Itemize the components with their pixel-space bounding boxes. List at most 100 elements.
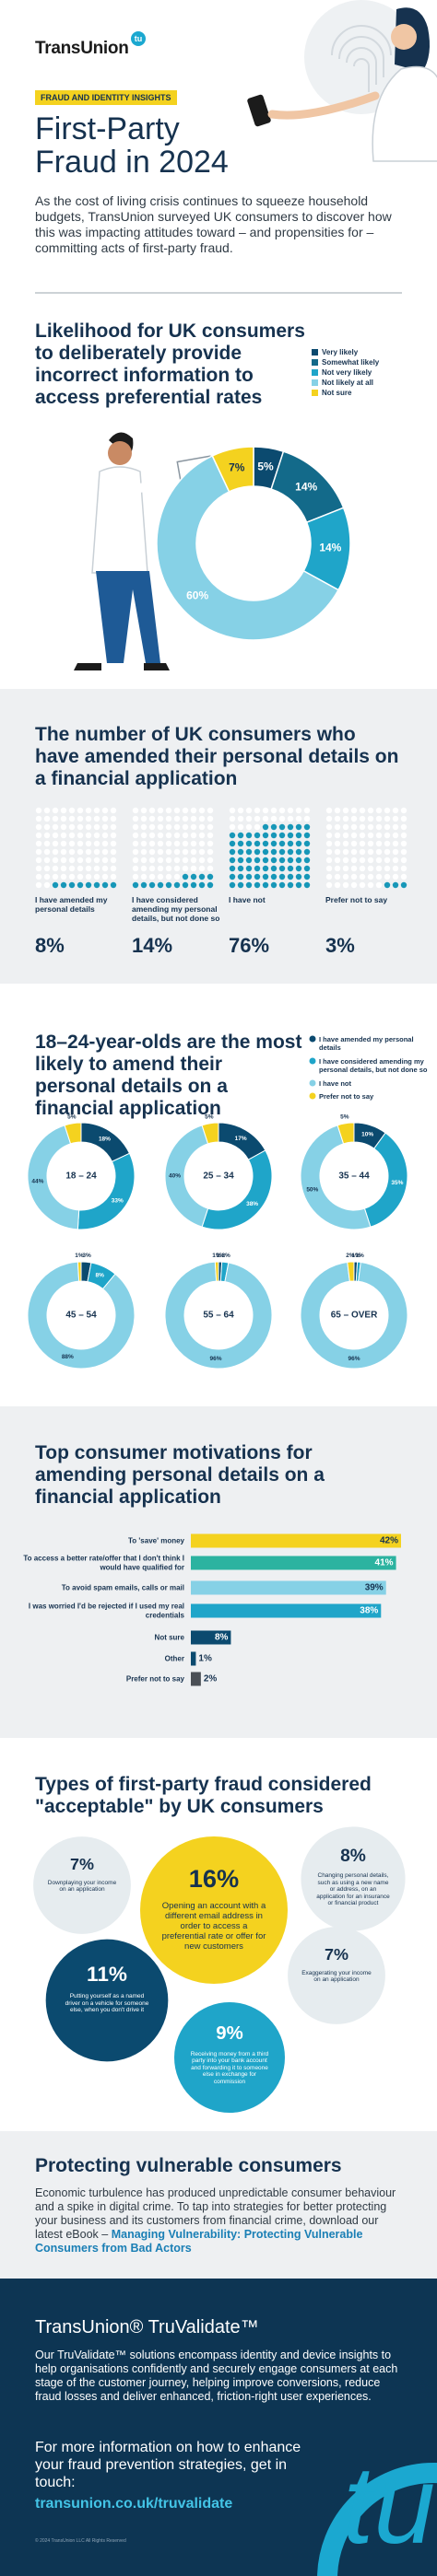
waffle-dot: [229, 865, 236, 872]
waffle-empty-dot: [148, 823, 156, 831]
waffle-empty-dot: [375, 857, 383, 864]
segment-label: 35%: [391, 1180, 403, 1186]
donut-segment: [27, 1125, 80, 1230]
donut-center-label: 55 – 64: [203, 1311, 234, 1321]
waffle-dot: [132, 881, 139, 889]
donut-segment: [164, 1261, 273, 1370]
legend-swatch: [309, 1079, 316, 1087]
waffle-dot: [295, 848, 302, 856]
legend-label: Prefer not to say: [319, 1092, 374, 1101]
waffle-empty-dot: [392, 873, 399, 880]
waffle-empty-dot: [375, 873, 383, 880]
waffle-empty-dot: [334, 881, 341, 889]
waffle-empty-dot: [140, 823, 148, 831]
waffle-empty-dot: [148, 857, 156, 864]
waffle-empty-dot: [207, 865, 214, 872]
waffle-empty-dot: [237, 807, 244, 814]
waffle-empty-dot: [68, 823, 76, 831]
waffle-empty-dot: [85, 815, 92, 822]
legend-swatch: [312, 379, 318, 386]
waffle-empty-dot: [384, 873, 391, 880]
legend-swatch: [312, 359, 318, 366]
footer-title: TransUnion® TruValidate™: [35, 2317, 259, 2337]
waffle-empty-dot: [325, 815, 333, 822]
waffle-dot: [101, 881, 109, 889]
waffle-dot: [254, 840, 261, 847]
donut-segment: [201, 1122, 219, 1145]
section-background: [0, 1406, 437, 1738]
ebook-link[interactable]: Managing Vulnerability: Protecting Vulne…: [35, 2228, 363, 2255]
header-illustration: [247, 0, 437, 162]
bar-label: Not sure: [154, 1633, 184, 1642]
segment-label: 2%: [221, 1253, 230, 1259]
bubble-text: Changing personal details, such as using…: [316, 1872, 390, 1907]
waffle-empty-dot: [35, 832, 42, 839]
waffle-empty-dot: [165, 807, 172, 814]
donut-segment: [27, 1261, 136, 1370]
waffle-empty-dot: [165, 865, 172, 872]
waffle-empty-dot: [270, 807, 278, 814]
bubble-value: 16%: [188, 1864, 240, 1894]
waffle-empty-dot: [173, 848, 181, 856]
waffle-empty-dot: [367, 865, 374, 872]
slice-label: 14%: [295, 480, 317, 493]
section-text: Economic turbulence has produced unpredi…: [35, 2186, 404, 2255]
waffle-dot: [262, 840, 269, 847]
waffle-empty-dot: [392, 807, 399, 814]
waffle-empty-dot: [93, 848, 100, 856]
waffle-dot: [165, 881, 172, 889]
waffle-empty-dot: [165, 815, 172, 822]
donut-segment: [337, 1122, 355, 1145]
waffle-empty-dot: [384, 807, 391, 814]
waffle-empty-dot: [342, 815, 349, 822]
waffle-dot: [270, 848, 278, 856]
paragraph: Economic turbulence has produced unpredi…: [35, 2186, 396, 2241]
waffle-dot: [262, 832, 269, 839]
waffle-dot: [245, 840, 253, 847]
waffle-empty-dot: [35, 848, 42, 856]
logo-mark: tu: [131, 31, 146, 46]
waffle-empty-dot: [278, 815, 286, 822]
waffle-empty-dot: [60, 848, 67, 856]
waffle-empty-dot: [359, 840, 366, 847]
waffle-empty-dot: [392, 840, 399, 847]
segment-label: 96%: [348, 1356, 360, 1362]
person-illustration: [74, 432, 218, 670]
waffle-empty-dot: [350, 823, 358, 831]
waffle-empty-dot: [325, 840, 333, 847]
waffle-empty-dot: [157, 815, 164, 822]
bar-value-label: 38%: [360, 1606, 378, 1616]
waffle-dot: [237, 832, 244, 839]
bar: [191, 1603, 382, 1618]
waffle-empty-dot: [367, 823, 374, 831]
waffle-dot: [229, 848, 236, 856]
waffle-dot: [287, 840, 294, 847]
donut-segment: [214, 1261, 219, 1282]
waffle-empty-dot: [85, 857, 92, 864]
waffle-empty-dot: [400, 865, 407, 872]
bubble: [288, 1927, 385, 2024]
donut-center-label: 25 – 34: [203, 1171, 234, 1182]
section-background: [0, 2131, 437, 2279]
waffle-empty-dot: [77, 807, 84, 814]
chart-title: Top consumer motivations for amending pe…: [35, 1442, 325, 1508]
waffle-empty-dot: [173, 857, 181, 864]
footer-link[interactable]: transunion.co.uk/truvalidate: [35, 2496, 233, 2512]
segment-label: 5%: [205, 1114, 214, 1121]
waffle-empty-dot: [342, 832, 349, 839]
waffle-dot: [287, 865, 294, 872]
legend-label: Not very likely: [322, 368, 372, 377]
waffle-dot: [237, 840, 244, 847]
waffle-empty-dot: [359, 848, 366, 856]
waffle-empty-dot: [229, 807, 236, 814]
waffle-empty-dot: [190, 840, 197, 847]
donut-segment: [347, 1261, 355, 1282]
waffle-empty-dot: [110, 832, 117, 839]
waffle-empty-dot: [342, 823, 349, 831]
waffle-empty-dot: [334, 823, 341, 831]
waffle-dot: [190, 873, 197, 880]
segment-label: 17%: [235, 1136, 247, 1142]
waffle-empty-dot: [93, 873, 100, 880]
waffle-dot: [262, 865, 269, 872]
